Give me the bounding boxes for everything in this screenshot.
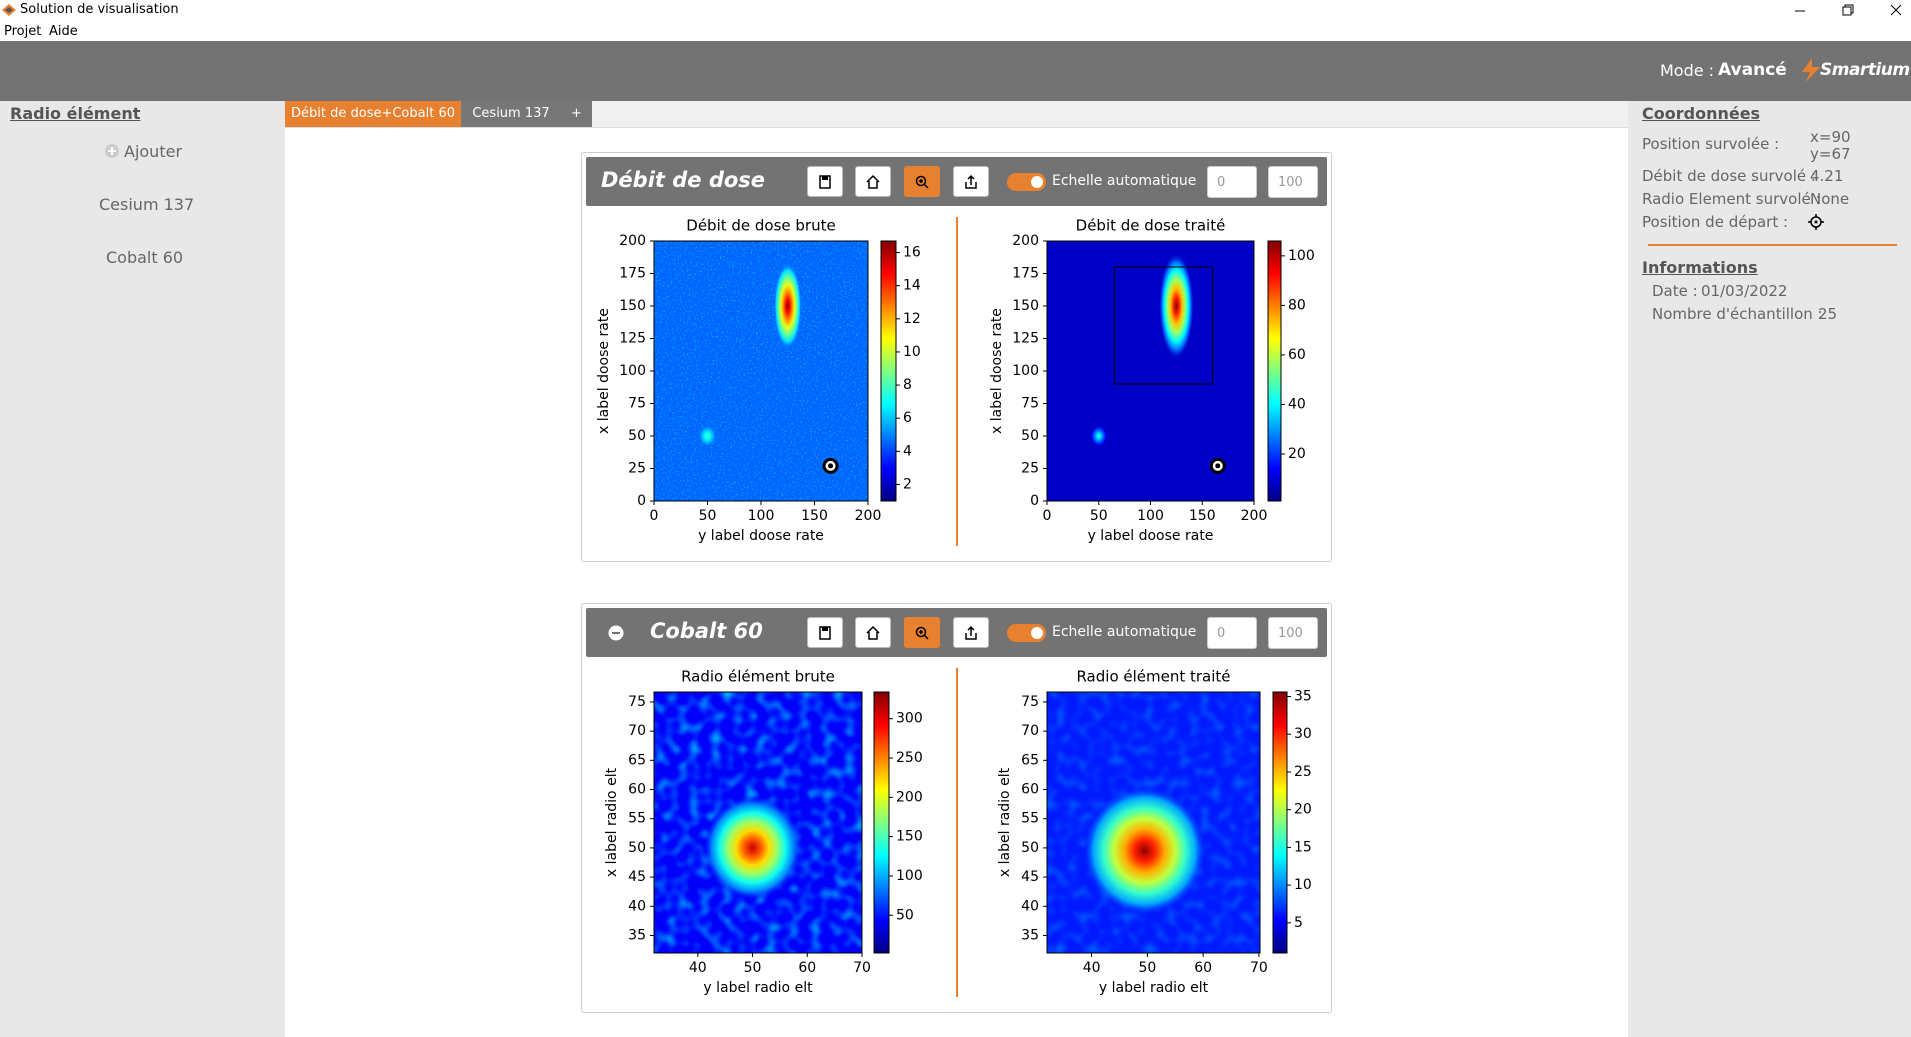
home-button[interactable] [855, 166, 891, 197]
value: 25 [1818, 305, 1838, 323]
button-icon [915, 175, 929, 189]
button-icon [866, 625, 880, 640]
auto-scale-label: Echelle automatique [1052, 173, 1197, 189]
chart-divider [956, 668, 958, 997]
separator [1648, 244, 1897, 246]
button-icon [819, 625, 831, 640]
save-button[interactable] [807, 166, 843, 197]
value: 4.21 [1810, 167, 1844, 185]
section-title: Coordonnées [1642, 104, 1761, 123]
tab[interactable]: Débit de dose+Cobalt 60 [285, 101, 461, 127]
menu-item[interactable]: Aide [49, 24, 78, 39]
zoom-button[interactable] [904, 166, 940, 197]
mode-value[interactable]: Avancé [1718, 60, 1787, 80]
scale-min-input[interactable]: 0 [1207, 617, 1257, 649]
value: None [1810, 190, 1850, 208]
element-item[interactable]: Cesium 137 [99, 195, 195, 214]
label: Débit de dose survolé : [1642, 167, 1816, 185]
label: Date : [1652, 282, 1698, 300]
home-button[interactable] [855, 617, 891, 648]
window-controls[interactable] [1795, 4, 1907, 18]
menu-item[interactable]: Projet [4, 24, 42, 39]
add-button[interactable]: Ajouter [124, 142, 183, 161]
mode-label: Mode : [1660, 61, 1715, 80]
add-icon[interactable] [104, 143, 120, 159]
app-icon [2, 4, 16, 16]
save-button[interactable] [807, 617, 843, 648]
value: y=67 [1810, 145, 1851, 163]
scale-max-input[interactable]: 100 [1268, 166, 1318, 198]
button-icon [819, 174, 831, 189]
auto-scale-label: Echelle automatique [1052, 624, 1197, 640]
export-button[interactable] [953, 166, 989, 197]
collapse-button[interactable] [608, 625, 624, 641]
scale-min-input[interactable]: 0 [1207, 166, 1257, 198]
value: x=90 [1810, 128, 1851, 146]
chart-panel [581, 152, 1332, 562]
chart-panel [581, 603, 1332, 1013]
label: Position survolée : [1642, 135, 1780, 153]
header-band: Mode : Avancé Smartium [0, 41, 1911, 101]
element-item[interactable]: Cobalt 60 [106, 248, 184, 267]
label: Nombre d'échantillon : [1652, 305, 1823, 323]
tab[interactable]: Cesium 137 [461, 101, 561, 127]
sidebar-title: Radio élément [10, 104, 141, 123]
title-bar: Solution de visualisation Projet Aide [0, 0, 1911, 41]
auto-scale-toggle[interactable] [1007, 624, 1046, 642]
scale-max-input[interactable]: 100 [1268, 617, 1318, 649]
panel-title: Débit de dose [601, 168, 766, 192]
start-icon [1808, 214, 1824, 230]
value: 01/03/2022 [1701, 282, 1788, 300]
tab-bar: Débit de dose+Cobalt 60 Cesium 137 + [285, 101, 1628, 128]
chart-divider [956, 217, 958, 546]
export-button[interactable] [953, 617, 989, 648]
sidebar: Radio élément Ajouter Cesium 137 Cobalt … [0, 101, 285, 1037]
logo-text: Smartium [1820, 60, 1910, 80]
button-icon [915, 626, 929, 640]
label: Position de départ : [1642, 213, 1789, 231]
logo-icon [1802, 58, 1820, 82]
button-icon [965, 625, 977, 640]
panel-title: Cobalt 60 [650, 619, 763, 643]
section-title: Informations [1642, 258, 1758, 277]
button-icon [866, 174, 880, 189]
label: Radio Element survolé : [1642, 190, 1821, 208]
button-icon [965, 174, 977, 189]
auto-scale-toggle[interactable] [1007, 173, 1046, 191]
tab-add[interactable]: + [561, 101, 592, 127]
zoom-button[interactable] [904, 617, 940, 648]
info-panel: Coordonnées Position survolée : x=90 y=6… [1628, 101, 1911, 1037]
window-title: Solution de visualisation [20, 2, 179, 17]
